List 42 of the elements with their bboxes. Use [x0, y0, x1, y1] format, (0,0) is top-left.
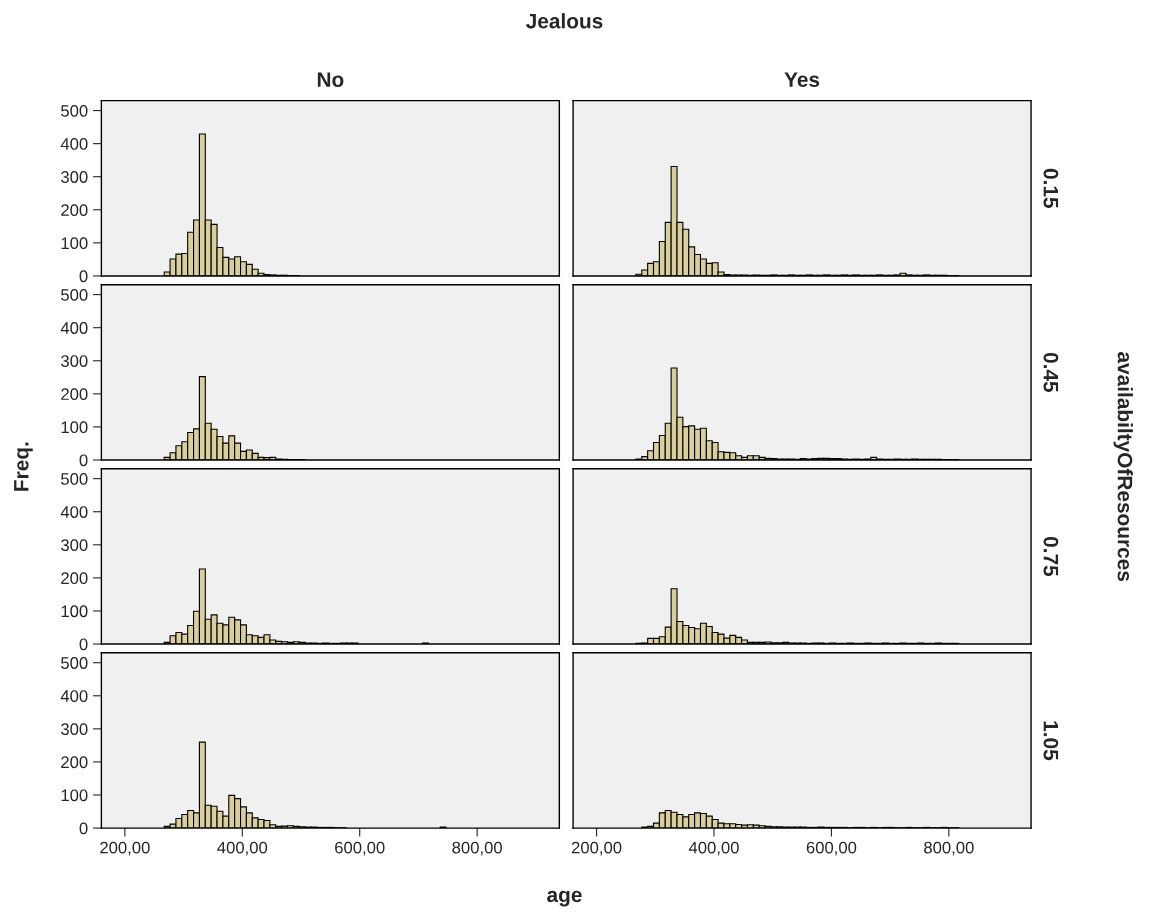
y-tick-label: 400 [60, 138, 88, 150]
y-tick-label: 100 [61, 605, 88, 618]
chart-title: No [317, 72, 344, 87]
y-tick-label: 0 [79, 454, 88, 467]
y-tick-label: 500 [61, 104, 88, 117]
text: age [547, 890, 582, 907]
y2-axis-title: 1.05 [1043, 721, 1059, 761]
y-tick-label: 300 [61, 723, 88, 736]
y2-axis-title: 0.15 [1043, 168, 1059, 208]
y-tick-label: 500 [61, 657, 88, 669]
x-tick-label: 800,00 [924, 841, 974, 856]
x-tick-label: 400,00 [688, 841, 739, 856]
y2-axis-title: 0.75 [1043, 536, 1059, 577]
y-tick-label: 300 [61, 539, 88, 552]
text: Jealous [526, 13, 603, 29]
chart-title: Yes [784, 72, 820, 87]
x-tick-label: 600,00 [335, 841, 385, 856]
x-tick-label: 400,00 [217, 841, 268, 856]
y-tick-label: 100 [61, 789, 88, 802]
y-tick-label: 400 [60, 506, 88, 518]
y-tick-label: 400 [60, 322, 88, 334]
y-tick-label: 400 [60, 690, 88, 702]
y-tick-label: 500 [61, 473, 88, 485]
y-tick-label: 0 [79, 638, 88, 651]
y2-axis-title: 0.45 [1043, 352, 1059, 393]
y-tick-label: 500 [61, 289, 88, 301]
y-tick-label: 100 [61, 421, 88, 434]
x-tick-label: 200,00 [571, 841, 622, 856]
text: Freq. [14, 442, 33, 491]
y-tick-label: 100 [61, 237, 88, 250]
y-tick-label: 300 [61, 355, 88, 367]
x-tick-label: 800,00 [452, 841, 502, 856]
y-tick-label: 0 [79, 822, 88, 835]
y-tick-label: 0 [79, 270, 88, 283]
text: availabiltyOfResources [1113, 352, 1133, 582]
x-tick-label: 200,00 [100, 841, 150, 856]
y-tick-label: 200 [61, 204, 88, 216]
x-tick-label: 600,00 [806, 841, 857, 856]
y-tick-label: 300 [61, 171, 88, 183]
y-tick-label: 200 [61, 756, 88, 769]
y-tick-label: 200 [61, 572, 88, 585]
y-tick-label: 200 [61, 388, 88, 401]
